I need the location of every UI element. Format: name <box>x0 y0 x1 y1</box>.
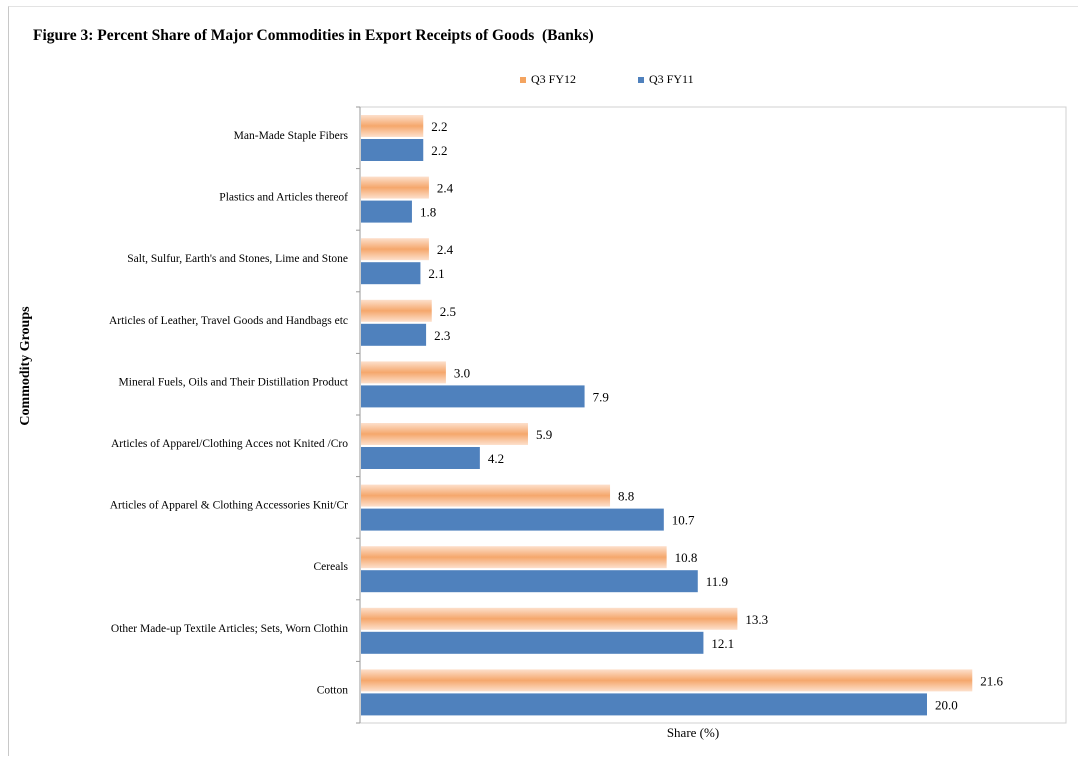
data-label: 12.1 <box>711 636 734 651</box>
bar-q3-fy11 <box>361 693 927 716</box>
data-label: 2.2 <box>431 143 447 158</box>
category-label: Other Made-up Textile Articles; Sets, Wo… <box>111 623 348 635</box>
category-label: Man-Made Staple Fibers <box>234 130 349 142</box>
bar-q3-fy11 <box>361 323 427 346</box>
data-label: 8.8 <box>618 489 634 504</box>
category-label: Salt, Sulfur, Earth's and Stones, Lime a… <box>127 253 348 265</box>
category-label: Cotton <box>317 684 349 696</box>
category-label: Articles of Apparel/Clothing Acces not K… <box>111 438 348 450</box>
data-label: 11.9 <box>706 574 728 589</box>
data-label: 1.8 <box>420 205 436 220</box>
bar-q3-fy12 <box>361 484 611 507</box>
data-label: 2.2 <box>431 119 447 134</box>
bar-q3-fy12 <box>361 299 432 322</box>
bar-q3-fy11 <box>361 385 585 408</box>
data-label: 21.6 <box>980 673 1003 688</box>
data-label: 10.7 <box>672 513 695 528</box>
data-label: 7.9 <box>593 389 609 404</box>
legend-label-q3-fy11: Q3 FY11 <box>649 72 694 86</box>
bar-q3-fy11 <box>361 447 480 469</box>
legend-item-q3-fy11: Q3 FY11 <box>638 72 694 87</box>
plot-area <box>359 106 1067 724</box>
bar-q3-fy12 <box>361 423 528 445</box>
legend-item-q3-fy12: Q3 FY12 <box>520 72 576 87</box>
category-label: Articles of Leather, Travel Goods and Ha… <box>109 315 348 327</box>
data-label: 20.0 <box>935 697 958 712</box>
bar-q3-fy12 <box>361 115 424 137</box>
data-label: 13.3 <box>745 612 768 627</box>
legend-label-q3-fy12: Q3 FY12 <box>531 72 577 86</box>
category-label: Cereals <box>314 561 349 573</box>
bar-q3-fy11 <box>361 631 704 654</box>
bar-q3-fy11 <box>361 570 698 593</box>
data-label: 2.4 <box>437 181 454 196</box>
legend-swatch-q3-fy12 <box>520 76 526 83</box>
legend-swatch-q3-fy11 <box>638 76 645 83</box>
bar-q3-fy12 <box>361 176 429 199</box>
data-label: 5.9 <box>536 427 552 442</box>
legend: Q3 FY12 Q3 FY11 <box>520 72 694 87</box>
category-label: Articles of Apparel & Clothing Accessori… <box>110 500 348 512</box>
x-axis-label: Share (%) <box>666 725 720 740</box>
bar-q3-fy12 <box>361 607 738 630</box>
bar-q3-fy12 <box>361 238 429 261</box>
data-label: 2.1 <box>428 266 444 281</box>
category-label: Plastics and Articles thereof <box>219 192 348 204</box>
bar-q3-fy12 <box>361 546 667 569</box>
bar-q3-fy11 <box>361 139 424 161</box>
data-label: 2.3 <box>434 328 450 343</box>
data-label: 4.2 <box>488 451 504 466</box>
chart-title: Figure 3: Percent Share of Major Commodi… <box>33 27 594 44</box>
data-label: 3.0 <box>454 365 470 380</box>
bar-q3-fy12 <box>361 669 973 692</box>
data-label: 2.4 <box>437 242 454 257</box>
bar-q3-fy11 <box>361 200 412 223</box>
bar-q3-fy12 <box>361 361 446 384</box>
category-label: Mineral Fuels, Oils and Their Distillati… <box>119 376 349 388</box>
chart-frame <box>8 6 1078 756</box>
data-label: 10.8 <box>675 550 698 565</box>
data-label: 2.5 <box>440 304 456 319</box>
bar-q3-fy11 <box>361 262 421 285</box>
bar-q3-fy11 <box>361 508 664 531</box>
